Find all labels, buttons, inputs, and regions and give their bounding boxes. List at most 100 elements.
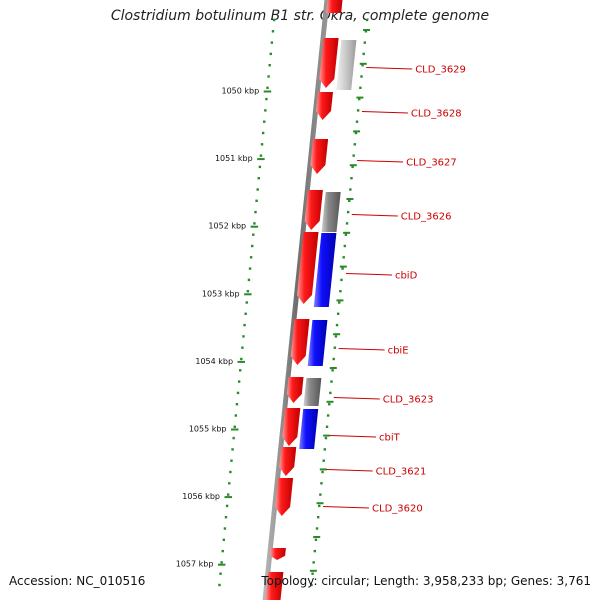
gene-leader-line — [330, 435, 377, 438]
ruler-minor-tick — [333, 346, 337, 349]
ruler-minor-tick — [244, 312, 247, 315]
ruler-minor-tick — [231, 448, 234, 451]
ruler-minor-tick — [253, 222, 256, 225]
ruler-minor-tick — [228, 482, 231, 485]
ruler-minor-tick — [257, 177, 260, 180]
reverse-gene — [299, 409, 319, 449]
ruler-minor-tick — [252, 233, 255, 236]
ruler-minor-tick — [344, 233, 348, 236]
ruler-minor-tick — [356, 109, 360, 112]
ruler-minor-tick — [233, 425, 236, 428]
ruler-minor-tick — [265, 97, 268, 101]
ruler-minor-tick — [248, 267, 252, 270]
ruler-minor-tick — [251, 244, 254, 248]
gene-labels: CLD_3629 CLD_3628 CLD_3627 CLD_3626 cbiD cbiE… — [323, 65, 466, 515]
gene-label: CLD_3621 — [376, 467, 427, 478]
ruler-minor-tick — [340, 278, 343, 282]
ruler-minor-tick — [341, 267, 344, 270]
ruler-minor-tick — [270, 41, 274, 44]
other-feature — [321, 192, 341, 232]
forward-gene — [319, 38, 339, 88]
ruler-minor-tick — [324, 436, 328, 440]
ruler-minor-tick — [315, 527, 319, 530]
ruler-minor-tick — [258, 165, 262, 169]
accession-text: Accession: NC_010516 — [9, 574, 146, 588]
ruler-minor-tick — [342, 256, 345, 259]
ruler-minor-tick — [328, 403, 331, 406]
ruler-minor-tick — [355, 120, 359, 123]
reverse-gene — [313, 233, 337, 307]
gene-label: CLD_3626 — [401, 212, 452, 223]
ruler-label: 1054 kbp — [195, 357, 233, 366]
gene-features — [265, 0, 357, 600]
ruler-minor-tick — [260, 143, 264, 146]
ruler-minor-tick — [313, 549, 317, 553]
ruler-minor-tick — [229, 470, 232, 474]
ruler-minor-tick — [330, 380, 333, 383]
forward-gene — [286, 377, 304, 403]
ruler-minor-tick — [220, 561, 223, 564]
ruler-minor-tick — [320, 482, 323, 485]
ruler-minor-tick — [325, 425, 329, 428]
ruler-minor-tick — [266, 86, 269, 89]
ruler-minor-tick — [318, 504, 321, 508]
ruler-minor-tick — [358, 97, 361, 101]
ruler-minor-tick — [319, 493, 322, 496]
ruler-minor-tick — [255, 199, 258, 202]
ruler-minor-tick — [264, 109, 267, 112]
ruler-minor-tick — [360, 75, 363, 78]
ruler-minor-tick — [242, 335, 245, 338]
ruler-label: 1055 kbp — [189, 425, 227, 434]
ruler-minor-tick — [354, 131, 358, 135]
ruler-minor-tick — [256, 188, 259, 191]
gene-label: cbiE — [388, 346, 409, 357]
ruler-minor-tick — [236, 391, 240, 395]
ruler-minor-tick — [259, 154, 263, 157]
gene-label: CLD_3628 — [411, 109, 462, 120]
ruler-minor-tick — [235, 403, 239, 406]
forward-gene — [310, 139, 329, 174]
gene-leader-line — [351, 214, 398, 217]
ruler-ticks: 1050 kbp 1051 kbp 1052 kbp 1053 kbp 1054 kbp… — [176, 18, 371, 587]
ruler-minor-tick — [336, 312, 340, 315]
ruler-minor-tick — [314, 538, 318, 541]
other-feature — [303, 378, 322, 406]
forward-gene — [265, 572, 284, 600]
ruler-minor-tick — [224, 516, 228, 519]
ruler-minor-tick — [267, 75, 270, 78]
ruler-label: 1057 kbp — [176, 560, 214, 569]
ruler-minor-tick — [234, 414, 238, 417]
forward-gene — [316, 92, 333, 120]
ruler-minor-tick — [364, 30, 368, 33]
ruler-minor-tick — [326, 414, 330, 417]
ruler-minor-tick — [346, 210, 350, 214]
ruler-minor-tick — [338, 301, 341, 304]
ruler-minor-tick — [352, 154, 355, 157]
ruler-minor-tick — [218, 583, 221, 587]
ruler-minor-tick — [269, 52, 272, 56]
ruler-minor-tick — [223, 527, 227, 530]
ruler-minor-tick — [312, 561, 315, 564]
forward-gene — [290, 319, 310, 365]
ruler-label: 1056 kbp — [182, 492, 220, 501]
ruler-label: 1052 kbp — [208, 222, 246, 231]
ruler-minor-tick — [323, 448, 327, 451]
ruler-minor-tick — [226, 493, 230, 496]
ruler-minor-tick — [239, 369, 242, 372]
ruler-minor-tick — [361, 64, 364, 67]
gene-label: cbiD — [395, 271, 418, 282]
ruler-minor-tick — [232, 436, 235, 440]
ruler-minor-tick — [245, 301, 248, 304]
ruler-minor-tick — [348, 199, 351, 202]
gene-leader-line — [345, 273, 392, 276]
ruler-minor-tick — [243, 323, 246, 327]
ruler-label: 1051 kbp — [215, 154, 253, 163]
topology-text: Topology: circular; Length: 3,958,233 bp… — [261, 574, 591, 588]
ruler-minor-tick — [261, 131, 265, 135]
ruler-minor-tick — [310, 583, 313, 587]
map-title: Clostridium botulinum B1 str. Okra, comp… — [110, 8, 490, 24]
ruler-label: 1050 kbp — [222, 87, 260, 96]
ruler-minor-tick — [254, 210, 257, 214]
ruler-minor-tick — [237, 380, 241, 383]
